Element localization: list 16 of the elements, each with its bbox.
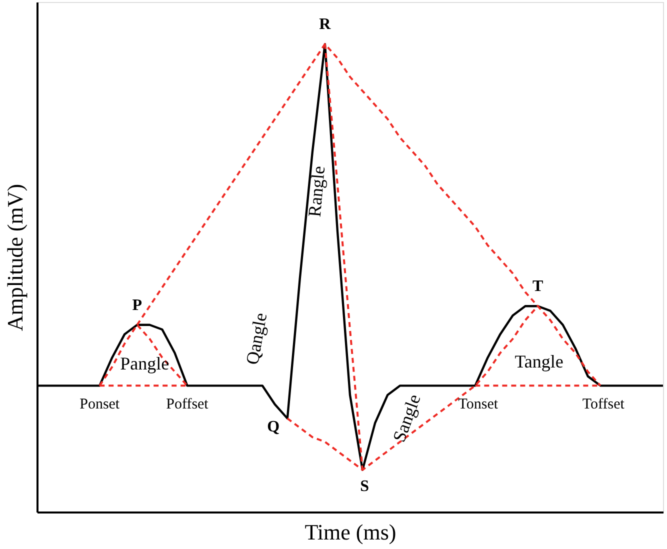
annotation: Rangle <box>304 165 329 218</box>
annotation: Q <box>267 418 280 436</box>
annotation: Ponset <box>80 396 120 413</box>
y-axis-title: Amplitude (mV) <box>2 184 28 332</box>
annotation: Pangle <box>120 354 170 374</box>
annotation: P <box>132 296 142 314</box>
annotation: Sangle <box>388 392 424 445</box>
annotation: Toffset <box>582 396 626 413</box>
text: R <box>319 16 332 34</box>
annotation: S <box>360 478 370 495</box>
annotation: Qangle <box>242 311 271 366</box>
x-axis-title: Time (ms) <box>304 520 396 544</box>
annotation: Poffset <box>166 396 210 413</box>
annotation: Tangle <box>514 351 564 372</box>
annotation: Tonset <box>458 396 499 413</box>
annotation: T <box>532 278 544 296</box>
